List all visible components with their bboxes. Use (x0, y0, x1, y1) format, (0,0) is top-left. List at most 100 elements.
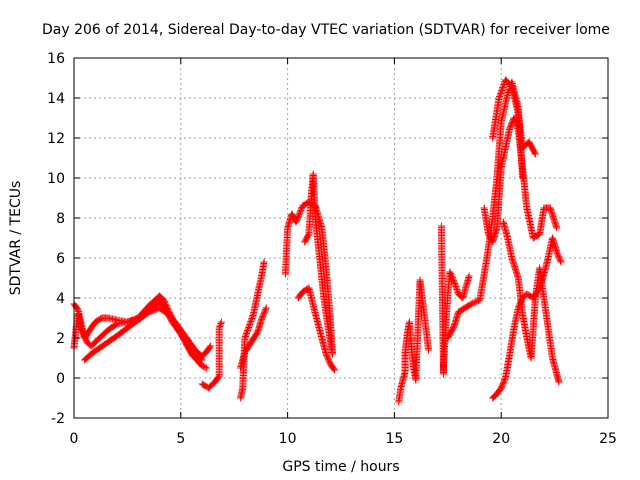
data-point (202, 364, 210, 372)
data-point-run (525, 138, 539, 157)
data-point-run (506, 326, 518, 358)
data-point (531, 150, 539, 158)
data-point-run (540, 294, 552, 330)
data-point (555, 378, 563, 386)
data-point-run (245, 312, 257, 330)
data-point-run (318, 224, 330, 270)
data-point-run (553, 248, 564, 265)
series-track-h (294, 284, 339, 374)
data-point-run (145, 293, 162, 310)
data-point-run (502, 352, 513, 382)
data-point (553, 224, 561, 232)
data-point-run (489, 225, 500, 246)
series-track-c (81, 304, 206, 364)
data-point-run (254, 272, 266, 298)
data-point-run (113, 325, 130, 340)
data-point-run (292, 204, 306, 226)
x-tick-label: 0 (70, 431, 79, 447)
data-point-run (523, 204, 537, 240)
y-axis-label: SDTVAR / TECUs (8, 181, 24, 296)
data-point-run (536, 264, 548, 300)
data-point-run (322, 350, 334, 367)
data-point-run (403, 320, 413, 338)
y-tick-label: 0 (56, 371, 65, 387)
data-point-run (87, 345, 102, 358)
data-point-run (205, 379, 218, 392)
data-point-run (497, 146, 509, 172)
data-point-run (190, 344, 205, 363)
y-tick-label: 8 (56, 211, 65, 227)
data-point-run (249, 292, 261, 318)
data-point (328, 350, 336, 358)
y-tick-label: 10 (47, 171, 65, 187)
y-tick-label: 4 (56, 291, 65, 307)
data-point-run (309, 170, 319, 220)
data-point-run (305, 284, 319, 316)
data-point-run (134, 309, 152, 324)
data-point-run (188, 350, 205, 369)
data-point-run (461, 301, 474, 312)
data-point-run (123, 317, 141, 332)
data-point-run (549, 354, 560, 376)
data-point-run (211, 373, 222, 386)
x-tick-label: 15 (385, 431, 403, 447)
data-point-run (459, 274, 473, 302)
data-point-run (508, 82, 522, 116)
data-point-run (311, 214, 323, 260)
data-point (331, 366, 339, 374)
series-track-e (237, 258, 268, 402)
data-point-run (444, 323, 457, 342)
data-point-run (202, 343, 214, 356)
data-point-run (318, 334, 330, 356)
data-point-run (489, 96, 503, 142)
data-point-run (480, 204, 492, 236)
data-point-run (301, 231, 312, 246)
data-point-run (455, 305, 468, 316)
x-tick-labels: 0 5 10 15 20 25 (70, 431, 617, 447)
data-point-run (155, 304, 171, 317)
y-tick-label: -2 (51, 411, 65, 427)
series-track-f (237, 304, 270, 372)
data-point-run (397, 370, 409, 392)
data-point-run (549, 234, 560, 255)
data-point-run (181, 332, 197, 351)
data-point (198, 356, 206, 364)
data-point-run (502, 126, 513, 152)
data-point-run (450, 278, 462, 296)
data-point-run (98, 327, 111, 340)
axis-ticks (73, 57, 609, 419)
data-point-run (104, 333, 119, 346)
data-point-run (254, 315, 265, 336)
series-track-d (198, 318, 225, 392)
data-point-run (70, 326, 80, 352)
data-point-run (316, 254, 328, 300)
data-point-run (395, 386, 405, 406)
data-point-run (493, 120, 505, 182)
data-point-run (467, 297, 482, 308)
series-track-o (499, 218, 563, 386)
data-point (557, 258, 565, 266)
data-point-run (476, 260, 490, 304)
data-point-run (546, 204, 560, 231)
data-point-run (241, 339, 254, 356)
data-point-run (440, 292, 452, 368)
data-point-run (322, 264, 334, 320)
data-point-run (489, 391, 500, 402)
series-track-j (395, 276, 433, 406)
data-point-run (446, 268, 458, 285)
data-point-run (493, 385, 504, 398)
data-point-run (258, 260, 268, 278)
data-point-run (81, 351, 94, 364)
series-track-i (301, 170, 336, 358)
data-point-run (493, 166, 505, 232)
data-point-run (510, 306, 522, 332)
data-point-run (91, 315, 104, 326)
data-point-run (502, 76, 515, 89)
y-tick-label: 12 (47, 131, 65, 147)
data-point-run (450, 309, 462, 330)
data-point-run (311, 310, 325, 340)
series-track-k (437, 222, 473, 378)
y-tick-label: 14 (47, 91, 65, 107)
data-point-run (160, 296, 173, 317)
